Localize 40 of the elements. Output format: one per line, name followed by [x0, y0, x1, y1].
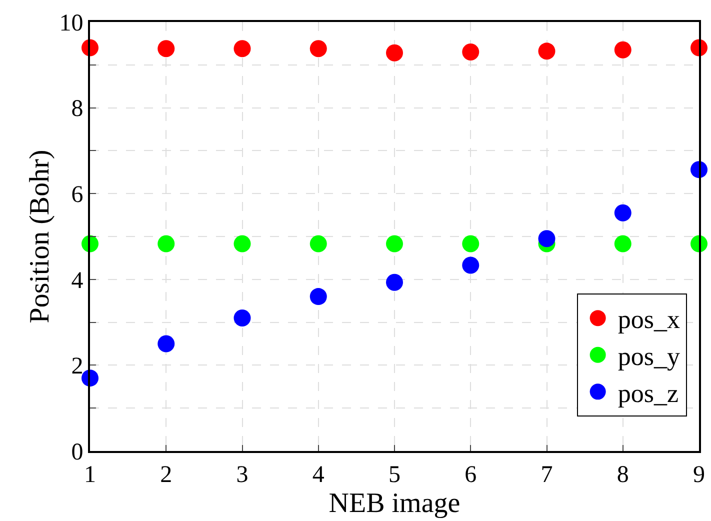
point	[310, 40, 327, 58]
x-tick-label: 8	[616, 462, 629, 488]
x-tick-label: 3	[236, 462, 248, 488]
y-tick-label: 10	[59, 10, 84, 36]
x-tick-label: 2	[160, 462, 172, 488]
point	[614, 204, 632, 222]
point	[614, 235, 632, 252]
legend-label: pos_x	[618, 305, 680, 334]
y-tick-label: 0	[71, 439, 84, 466]
point	[386, 274, 403, 291]
legend-label: pos_y	[618, 342, 680, 372]
x-tick-label: 4	[312, 462, 324, 488]
y-tick-label: 8	[71, 96, 84, 122]
legend-label: pos_z	[618, 378, 678, 408]
x-tick-label: 9	[693, 462, 705, 488]
point	[462, 235, 480, 252]
point	[158, 235, 175, 252]
point	[614, 41, 632, 58]
y-tick-label: 2	[71, 354, 84, 380]
point	[386, 44, 403, 62]
y-tick-label: 4	[71, 268, 84, 294]
x-tick-label: 6	[464, 462, 477, 488]
point	[538, 230, 556, 248]
point	[158, 40, 175, 58]
point	[538, 42, 556, 60]
y-tick-label: 6	[71, 182, 84, 208]
point	[234, 40, 251, 58]
x-tick-label: 7	[540, 462, 553, 488]
point	[462, 256, 480, 274]
y-axis-title: Position (Bohr)	[24, 150, 56, 324]
point	[234, 310, 251, 326]
x-axis-title: NEB image	[328, 488, 460, 519]
x-tick-label: 5	[388, 462, 400, 488]
point	[310, 235, 327, 252]
point	[234, 235, 251, 252]
point	[386, 235, 403, 252]
point	[462, 44, 480, 61]
x-tick-label: 1	[84, 462, 96, 488]
point	[310, 288, 327, 306]
point	[158, 335, 175, 352]
